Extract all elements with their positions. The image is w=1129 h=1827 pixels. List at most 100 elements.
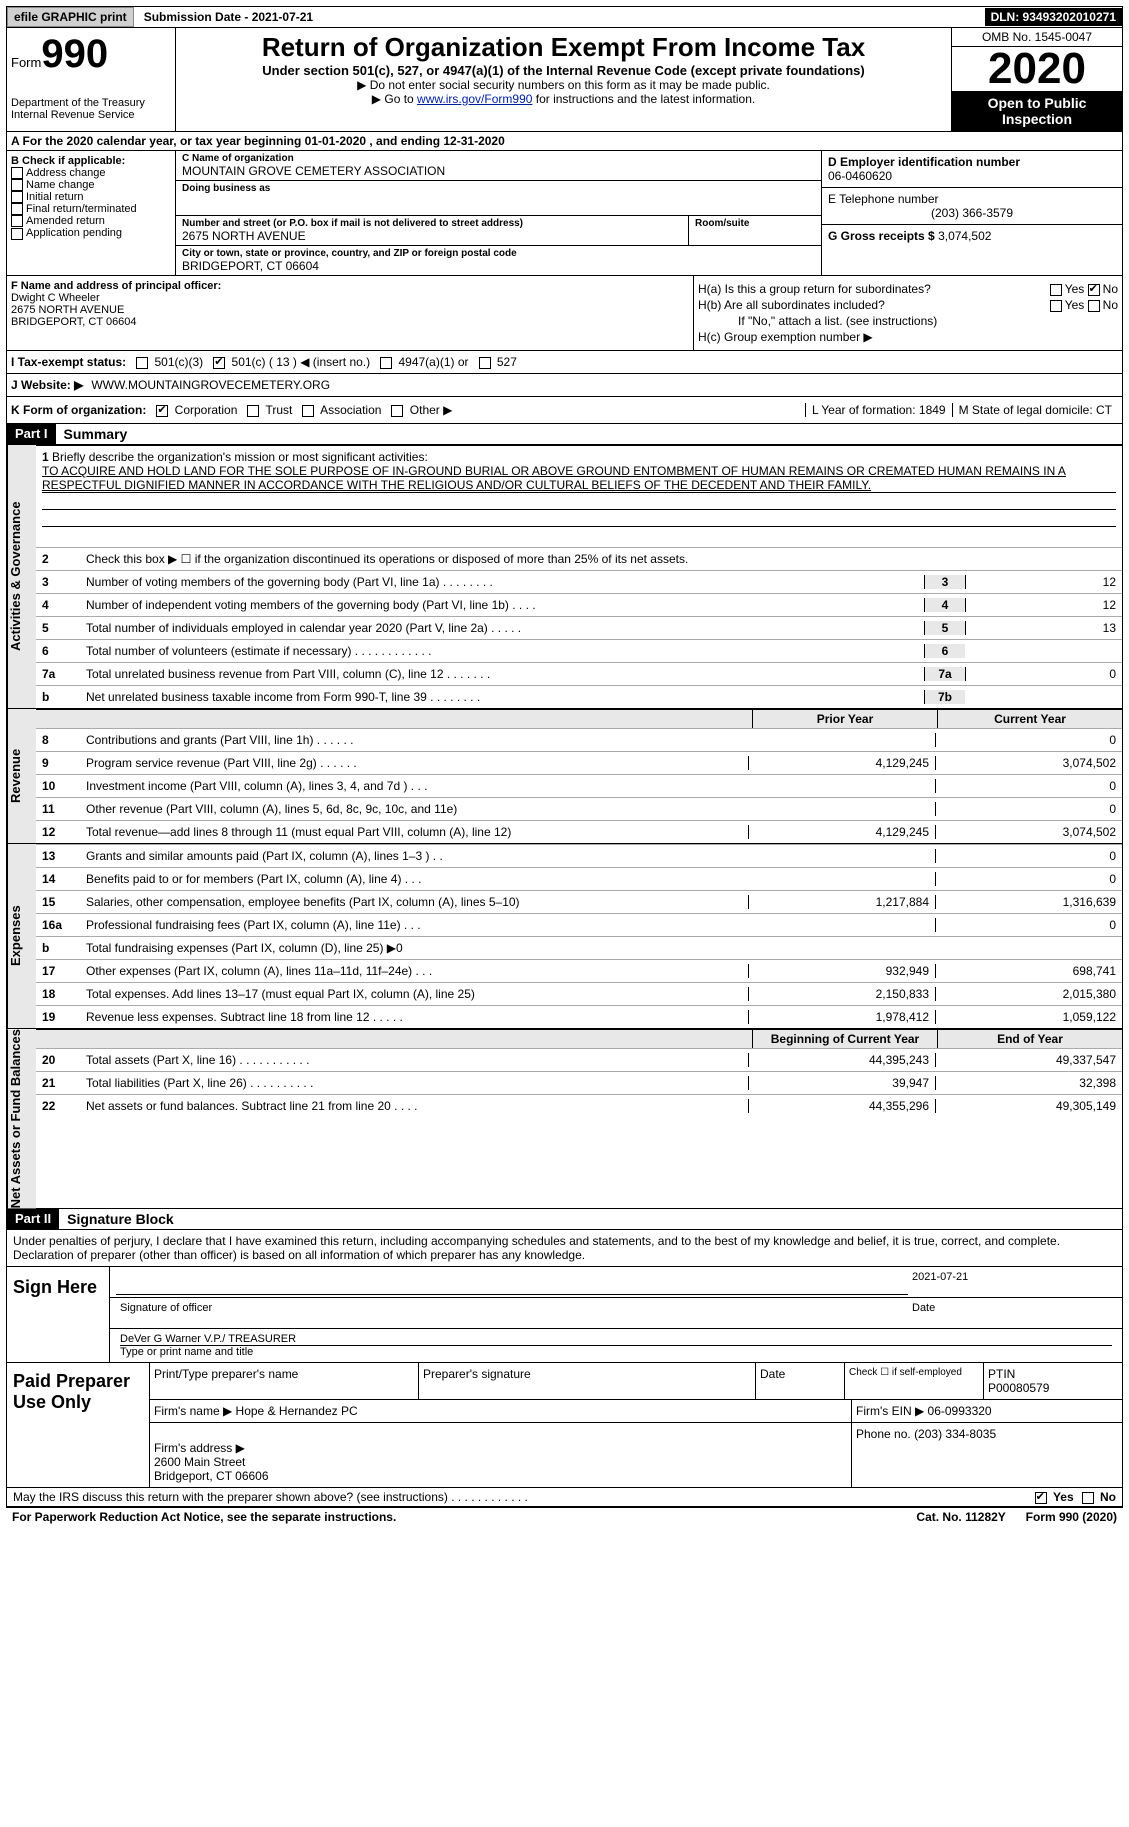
cb-trust[interactable] <box>247 405 259 417</box>
revenue-body: Prior Year Current Year 8 Contributions … <box>36 709 1122 843</box>
line-text: Total liabilities (Part X, line 26) . . … <box>82 1074 748 1092</box>
data-line: 17 Other expenses (Part IX, column (A), … <box>36 959 1122 982</box>
current-year-head: Current Year <box>937 710 1122 728</box>
gov-line: 2 Check this box ▶ ☐ if the organization… <box>36 547 1122 570</box>
curr-val: 698,741 <box>935 964 1122 978</box>
data-line: 9 Program service revenue (Part VIII, li… <box>36 751 1122 774</box>
line-text: Total fundraising expenses (Part IX, col… <box>82 939 748 957</box>
ha-no[interactable] <box>1088 284 1100 296</box>
cb-other[interactable] <box>391 405 403 417</box>
gov-lines: 2 Check this box ▶ ☐ if the organization… <box>36 547 1122 708</box>
gov-line: 4 Number of independent voting members o… <box>36 593 1122 616</box>
title: Return of Organization Exempt From Incom… <box>180 32 947 63</box>
discuss-no[interactable] <box>1082 1492 1094 1504</box>
cb-final[interactable] <box>11 203 23 215</box>
curr-val: 1,059,122 <box>935 1010 1122 1024</box>
part2-title: Signature Block <box>59 1209 182 1229</box>
line-text: Program service revenue (Part VIII, line… <box>82 754 748 772</box>
firm-ein-label: Firm's EIN ▶ <box>856 1404 924 1418</box>
note2-pre: ▶ Go to <box>372 92 417 106</box>
line-num: 6 <box>36 644 82 658</box>
dba-box: Doing business as <box>176 181 821 216</box>
discuss-yes[interactable] <box>1035 1492 1047 1504</box>
cb-address[interactable] <box>11 167 23 179</box>
cb-initial[interactable] <box>11 191 23 203</box>
cb-pending[interactable] <box>11 228 23 240</box>
cb-name[interactable] <box>11 179 23 191</box>
sig-line-2: DeVer G Warner V.P./ TREASURER Type or p… <box>110 1329 1122 1362</box>
firm-ein: 06-0993320 <box>928 1404 992 1418</box>
box-d: D Employer identification number 06-0460… <box>822 151 1122 188</box>
line-num: 20 <box>36 1053 82 1067</box>
city-label: City or town, state or province, country… <box>182 248 815 259</box>
org-name-box: C Name of organization MOUNTAIN GROVE CE… <box>176 151 821 181</box>
line-num: 4 <box>36 598 82 612</box>
line-box: 4 <box>924 598 965 612</box>
cb-501c[interactable] <box>213 357 225 369</box>
line-text: Revenue less expenses. Subtract line 18 … <box>82 1008 748 1026</box>
cb-assoc[interactable] <box>302 405 314 417</box>
room-cell: Room/suite <box>689 216 821 245</box>
firm-phone: (203) 334-8035 <box>914 1427 996 1441</box>
line-num: 14 <box>36 872 82 886</box>
box-b-label: B Check if applicable: <box>11 155 171 167</box>
ha-yes[interactable] <box>1050 284 1062 296</box>
row-k: K Form of organization: Corporation Trus… <box>6 397 1123 424</box>
dba-label: Doing business as <box>182 183 815 194</box>
sig-date: 2021-07-21 <box>908 1269 1116 1295</box>
curr-val: 0 <box>935 872 1122 886</box>
irs-link[interactable]: www.irs.gov/Form990 <box>417 92 532 106</box>
tax-label: I Tax-exempt status: <box>11 355 126 369</box>
line-text: Investment income (Part VIII, column (A)… <box>82 777 748 795</box>
curr-val: 32,398 <box>935 1076 1122 1090</box>
sig-field[interactable] <box>116 1269 908 1295</box>
efile-button[interactable]: efile GRAPHIC print <box>7 7 134 27</box>
line-val: 0 <box>965 667 1122 681</box>
line-val: 12 <box>965 598 1122 612</box>
data-line: 22 Net assets or fund balances. Subtract… <box>36 1094 1122 1117</box>
data-line: 11 Other revenue (Part VIII, column (A),… <box>36 797 1122 820</box>
data-line: 8 Contributions and grants (Part VIII, l… <box>36 728 1122 751</box>
gov-line: 5 Total number of individuals employed i… <box>36 616 1122 639</box>
hb-yes[interactable] <box>1050 300 1062 312</box>
governance-body: 1 Briefly describe the organization's mi… <box>36 445 1122 708</box>
cb-corp[interactable] <box>156 405 168 417</box>
rev-head: Prior Year Current Year <box>36 709 1122 728</box>
strip-expenses: Expenses <box>7 844 36 1028</box>
subtitle: Under section 501(c), 527, or 4947(a)(1)… <box>180 63 947 78</box>
hb-no[interactable] <box>1088 300 1100 312</box>
prior-year-head: Prior Year <box>752 710 937 728</box>
blank-lines <box>42 492 1116 543</box>
cb-501c3[interactable] <box>136 357 148 369</box>
box-g: G Gross receipts $ 3,074,502 <box>822 225 1122 247</box>
data-line: 21 Total liabilities (Part X, line 26) .… <box>36 1071 1122 1094</box>
tax-year: 2020 <box>952 47 1122 91</box>
exp-lines: 13 Grants and similar amounts paid (Part… <box>36 844 1122 1028</box>
line-text: Salaries, other compensation, employee b… <box>82 893 748 911</box>
yes-label: Yes <box>1053 1490 1074 1504</box>
discuss-row: May the IRS discuss this return with the… <box>6 1488 1123 1507</box>
line-text: Other revenue (Part VIII, column (A), li… <box>82 800 748 818</box>
sig-row: Sign Here 2021-07-21 Signature of office… <box>7 1267 1122 1362</box>
firm-label: Firm's name ▶ <box>154 1404 232 1418</box>
row-j: J Website: ▶ WWW.MOUNTAINGROVECEMETERY.O… <box>6 374 1123 397</box>
cb-amended[interactable] <box>11 215 23 227</box>
gov-line: 3 Number of voting members of the govern… <box>36 570 1122 593</box>
ha: H(a) Is this a group return for subordin… <box>698 282 1118 296</box>
netassets-body: Beginning of Current Year End of Year 20… <box>36 1029 1122 1208</box>
part2-tag: Part II <box>7 1209 59 1229</box>
data-line: 18 Total expenses. Add lines 13–17 (must… <box>36 982 1122 1005</box>
part1-title: Summary <box>56 424 136 444</box>
cb-4947[interactable] <box>380 357 392 369</box>
data-line: 13 Grants and similar amounts paid (Part… <box>36 844 1122 867</box>
data-line: 12 Total revenue—add lines 8 through 11 … <box>36 820 1122 843</box>
sig-label: Signature of officer <box>116 1300 908 1326</box>
submission-date: Submission Date - 2021-07-21 <box>140 8 317 26</box>
o-501c3: 501(c)(3) <box>155 355 204 369</box>
phone: (203) 366-3579 <box>828 206 1116 220</box>
open-inspection: Open to Public Inspection <box>952 91 1122 131</box>
addr: 2675 NORTH AVENUE <box>182 229 682 243</box>
box-b: B Check if applicable: Address change Na… <box>7 151 176 275</box>
cb-527[interactable] <box>479 357 491 369</box>
line-box: 7a <box>924 667 965 681</box>
